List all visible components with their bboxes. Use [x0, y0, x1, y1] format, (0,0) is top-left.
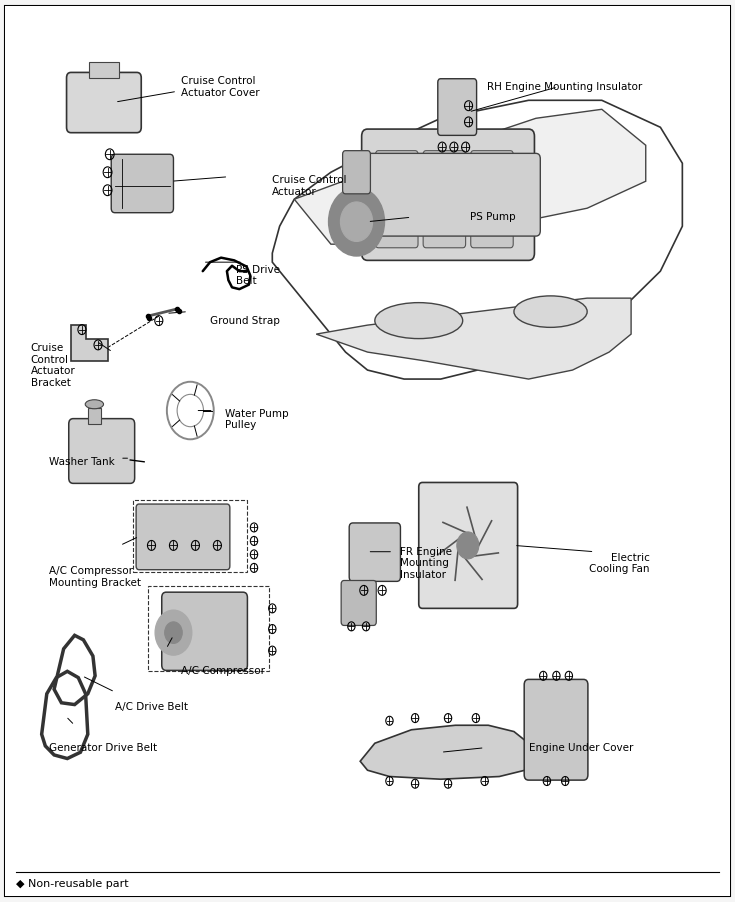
FancyBboxPatch shape: [341, 581, 376, 625]
Text: PS Pump: PS Pump: [470, 212, 516, 222]
Text: Cruise
Control
Actuator
Bracket: Cruise Control Actuator Bracket: [31, 343, 76, 388]
Text: Cruise Control
Actuator: Cruise Control Actuator: [272, 175, 347, 197]
Polygon shape: [272, 100, 682, 379]
FancyBboxPatch shape: [362, 129, 534, 261]
Text: Water Pump
Pulley: Water Pump Pulley: [225, 409, 288, 430]
Ellipse shape: [514, 296, 587, 327]
Text: A/C Compressor: A/C Compressor: [181, 667, 265, 676]
Text: A/C Compressor
Mounting Bracket: A/C Compressor Mounting Bracket: [49, 566, 141, 588]
Text: Cruise Control
Actuator Cover: Cruise Control Actuator Cover: [181, 76, 259, 97]
Text: Generator Drive Belt: Generator Drive Belt: [49, 742, 157, 753]
Circle shape: [340, 202, 373, 242]
Text: PS Drive
Belt: PS Drive Belt: [236, 265, 280, 287]
FancyBboxPatch shape: [524, 679, 588, 780]
FancyBboxPatch shape: [376, 151, 418, 248]
FancyBboxPatch shape: [470, 151, 513, 248]
Bar: [87, 408, 101, 424]
Circle shape: [165, 621, 182, 643]
FancyBboxPatch shape: [438, 78, 476, 135]
Text: Ground Strap: Ground Strap: [210, 316, 280, 326]
Text: A/C Drive Belt: A/C Drive Belt: [115, 703, 188, 713]
Circle shape: [457, 532, 478, 559]
Polygon shape: [294, 109, 646, 244]
FancyBboxPatch shape: [67, 72, 141, 133]
Text: RH Engine Mounting Insulator: RH Engine Mounting Insulator: [487, 82, 642, 92]
Bar: [148, 586, 269, 671]
Text: ◆ Non-reusable part: ◆ Non-reusable part: [16, 879, 129, 889]
FancyBboxPatch shape: [111, 154, 173, 213]
Text: Electric
Cooling Fan: Electric Cooling Fan: [589, 553, 650, 575]
Text: Washer Tank: Washer Tank: [49, 456, 115, 467]
FancyBboxPatch shape: [349, 523, 401, 582]
Polygon shape: [316, 299, 631, 379]
Circle shape: [329, 188, 384, 256]
Bar: [89, 61, 118, 78]
Text: Engine Under Cover: Engine Under Cover: [528, 742, 633, 753]
FancyBboxPatch shape: [356, 153, 540, 236]
FancyBboxPatch shape: [423, 151, 465, 248]
FancyBboxPatch shape: [162, 593, 248, 670]
FancyBboxPatch shape: [69, 419, 135, 483]
Circle shape: [155, 610, 192, 655]
FancyBboxPatch shape: [419, 483, 517, 608]
Polygon shape: [360, 725, 532, 779]
FancyBboxPatch shape: [136, 504, 230, 570]
Bar: [133, 501, 247, 573]
Polygon shape: [71, 325, 107, 361]
Ellipse shape: [375, 303, 463, 338]
Text: FR Engine
Mounting
Insulator: FR Engine Mounting Insulator: [401, 547, 453, 580]
FancyBboxPatch shape: [343, 151, 370, 194]
Ellipse shape: [85, 400, 104, 409]
